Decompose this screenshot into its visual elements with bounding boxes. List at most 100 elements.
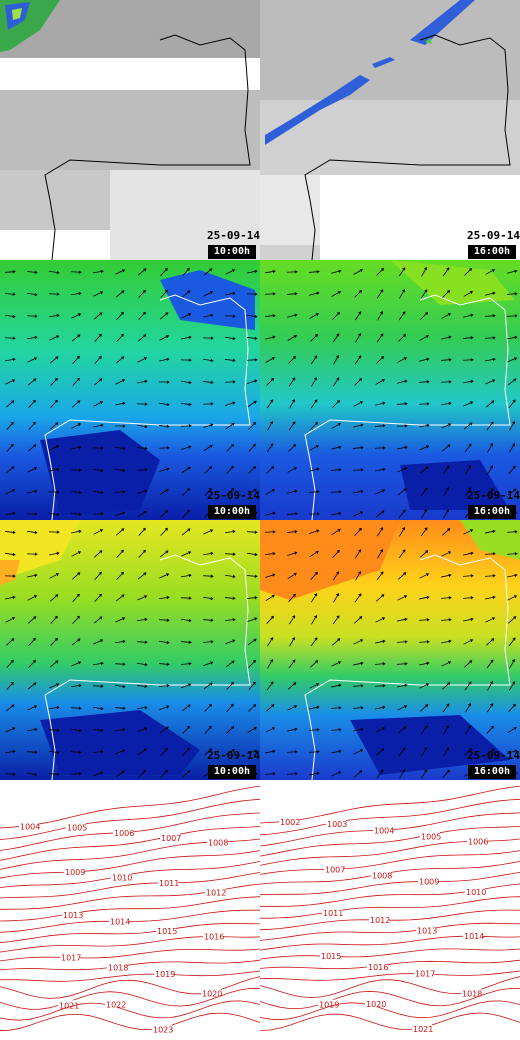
wind-arrow <box>506 293 518 295</box>
wind-arrow-head <box>232 336 236 341</box>
wind-arrow <box>440 597 452 599</box>
wind-arrow-head <box>359 401 364 404</box>
wind-arrow-head <box>314 399 318 403</box>
wind-arrow <box>421 267 427 277</box>
wind-arrow-head <box>424 527 428 531</box>
wind-arrow <box>397 705 407 711</box>
wind-arrow <box>4 750 16 754</box>
wind-arrow-head <box>56 530 60 534</box>
wind-arrow <box>247 380 257 384</box>
isobar-label-bg <box>320 951 340 960</box>
wind-arrow-head <box>54 637 58 641</box>
wind-arrow-head <box>491 748 495 752</box>
wind-arrow-head <box>403 726 407 730</box>
wind-arrow-head <box>270 658 273 663</box>
wind-arrow-head <box>254 379 258 383</box>
wind-arrow-head <box>360 661 364 665</box>
wind-arrow-head <box>232 401 236 405</box>
wind-arrow-head <box>10 659 14 663</box>
wind-arrow <box>246 314 258 318</box>
wind-arrow-head <box>77 400 81 404</box>
wind-arrow <box>72 378 80 386</box>
isobar-label: 1004 <box>20 822 40 831</box>
wind-arrow <box>137 748 147 756</box>
wind-arrow <box>158 640 170 644</box>
wind-arrow-head <box>121 770 125 774</box>
wind-arrow <box>375 748 385 756</box>
wind-arrow-head <box>513 616 517 620</box>
wind-arrow <box>6 660 14 668</box>
wind-arrow-head <box>492 552 496 556</box>
wind-arrow-head <box>337 661 342 665</box>
wind-arrow <box>464 443 472 453</box>
wind-arrow-head <box>166 705 170 709</box>
wind-arrow-head <box>468 443 472 447</box>
wind-arrow-head <box>315 550 319 554</box>
wind-arrow-head <box>165 509 169 514</box>
wind-arrow-head <box>403 595 408 599</box>
isobar-label: 1015 <box>157 927 177 936</box>
wind-arrow-head <box>512 637 516 641</box>
wind-arrow <box>442 703 450 713</box>
wind-arrow <box>508 399 516 409</box>
wind-arrow <box>418 641 430 643</box>
wind-arrow-head <box>360 468 364 472</box>
wind-arrow <box>226 488 234 496</box>
wind-arrow-head <box>232 358 236 362</box>
wind-arrow-head <box>448 335 452 339</box>
wind-arrow <box>158 685 170 687</box>
wind-arrow <box>50 378 58 386</box>
wind-arrow-head <box>491 269 496 272</box>
wind-arrow <box>226 703 234 713</box>
wind-arrow-head <box>143 510 147 514</box>
wind-arrow-head <box>78 661 82 665</box>
wind-arrow-head <box>337 399 341 404</box>
wind-arrow-head <box>99 616 103 620</box>
time-label: 10:00h <box>207 765 256 779</box>
wind-arrow <box>160 290 168 298</box>
wind-arrow <box>224 597 236 599</box>
isobar-label: 1007 <box>325 865 345 874</box>
wind-arrow-head <box>100 750 104 754</box>
wind-arrow <box>181 313 191 319</box>
wind-arrow <box>182 268 190 276</box>
wind-arrow-head <box>34 750 38 754</box>
wind-arrow <box>397 572 407 580</box>
wind-arrow-head <box>514 530 518 534</box>
wind-arrow-head <box>231 487 235 492</box>
wind-arrow-head <box>271 377 275 381</box>
wind-arrow <box>353 490 363 494</box>
wind-arrow <box>419 662 429 666</box>
wind-arrow <box>487 443 493 453</box>
wind-arrow <box>182 726 190 734</box>
wind-arrow-head <box>10 443 14 447</box>
wind-arrow <box>160 769 168 779</box>
wind-arrow-head <box>426 357 430 361</box>
wind-arrow <box>442 267 450 277</box>
wind-arrow <box>308 751 320 753</box>
wind-arrow <box>396 425 408 427</box>
wind-arrow-head <box>336 615 340 619</box>
wind-arrow <box>115 290 125 298</box>
wind-arrow-head <box>166 684 170 688</box>
wind-arrow <box>115 356 125 364</box>
isobar-label-bg <box>416 925 436 934</box>
wind-arrow-head <box>121 290 125 294</box>
isobar-label-bg <box>467 836 487 845</box>
wind-arrow-head <box>271 727 276 731</box>
isobar-label-bg <box>412 1024 432 1033</box>
wind-arrow <box>27 357 37 363</box>
wind-arrow-head <box>492 314 496 318</box>
wind-arrow-head <box>231 422 235 426</box>
wind-arrow-head <box>54 399 58 403</box>
wind-arrow <box>71 551 81 557</box>
wind-arrow <box>202 403 214 405</box>
wind-arrow-head <box>470 574 474 578</box>
wind-arrow <box>26 271 38 273</box>
isobar-label: 1014 <box>110 917 130 926</box>
wind-arrow-head <box>404 379 408 383</box>
wind-arrow <box>396 403 408 405</box>
wind-arrow-head <box>56 292 60 296</box>
isobar-label-bg <box>367 961 387 970</box>
wind-arrow <box>441 423 451 429</box>
